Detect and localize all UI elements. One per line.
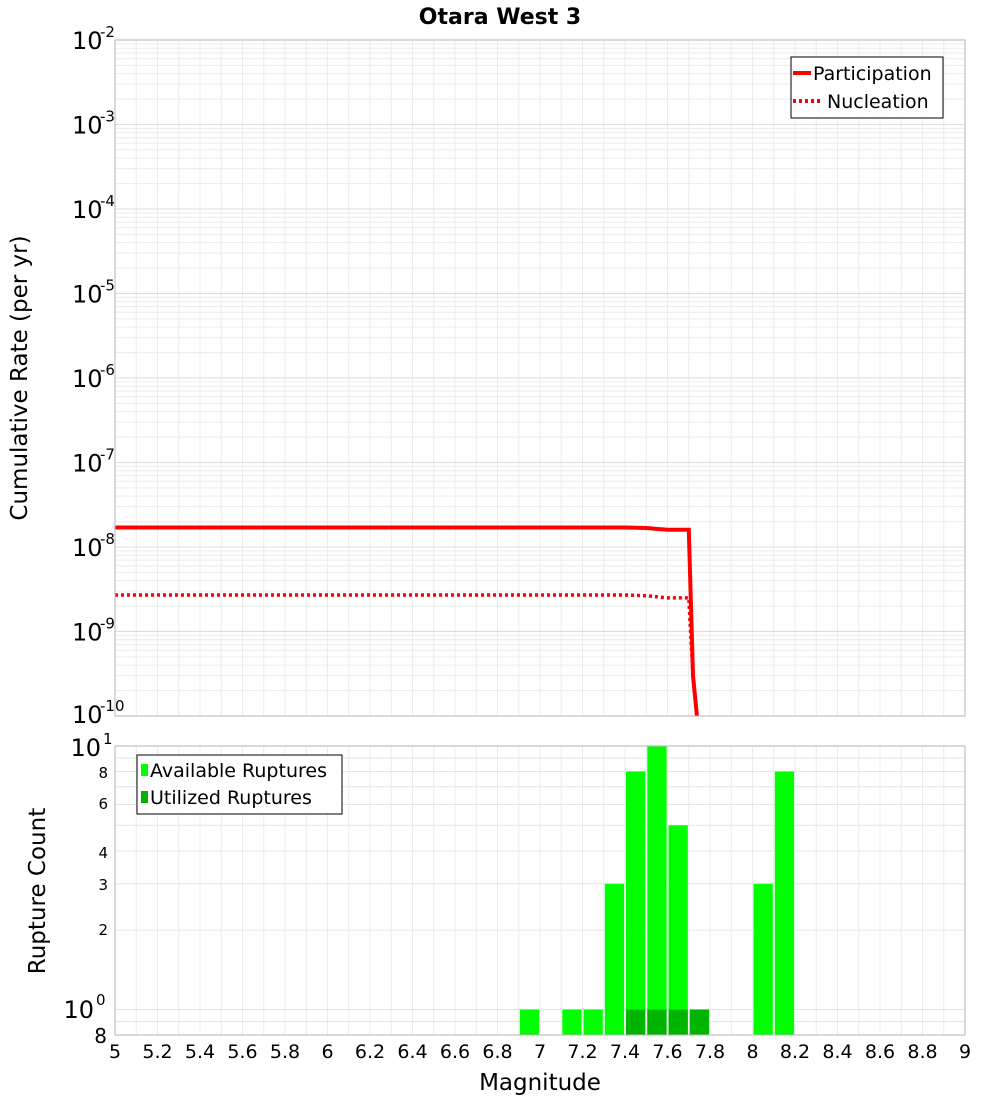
x-axis-label: Magnitude: [479, 1070, 601, 1096]
x-tick-label: 7.8: [695, 1041, 725, 1063]
x-tick-label: 7.2: [567, 1041, 597, 1063]
bottom-legend: Available Ruptures Utilized Ruptures: [136, 754, 343, 815]
bottom-legend-box: [136, 754, 343, 815]
top-y-tick-label: 10: [72, 701, 103, 729]
x-tick-label: 6.2: [355, 1041, 385, 1063]
top-y-tick-exponent: -4: [100, 192, 115, 210]
y-tick-label-8-bottom: 8: [94, 1024, 107, 1048]
bottom-y-axis-label: Rupture Count: [25, 808, 51, 974]
top-plot-grid: [114, 40, 966, 717]
legend-utilized-label: Utilized Ruptures: [150, 787, 312, 809]
x-tick-label: 5.2: [142, 1041, 172, 1063]
x-tick-label: 7.4: [610, 1041, 640, 1063]
bar-available: [647, 746, 667, 1035]
x-tick-label: 8.4: [822, 1041, 852, 1063]
y-tick-label-3: 3: [98, 876, 108, 894]
x-tick-label: 8.2: [780, 1041, 810, 1063]
top-y-axis-label: Cumulative Rate (per yr): [7, 235, 33, 520]
top-legend-box: [790, 56, 944, 119]
x-tick-label: 6: [321, 1041, 333, 1063]
top-legend: Participation Nucleation: [790, 56, 944, 119]
bottom-plot-x-ticks: 5 5.2 5.4 5.6 5.8 6 6.2 6.4 6.6 6.8 7 7.2 7.4 7.6 7.8 8…: [109, 1041, 971, 1063]
top-y-tick-exponent: -7: [100, 446, 115, 464]
x-tick-label: 8.8: [907, 1041, 937, 1063]
top-y-tick-label: 10: [72, 534, 103, 562]
x-tick-label: 7: [534, 1041, 546, 1063]
legend-available-label: Available Ruptures: [150, 760, 327, 782]
top-plot-frame: [114, 39, 966, 717]
top-y-tick-label: 10: [72, 450, 103, 478]
top-y-tick-label: 10: [72, 27, 103, 55]
x-tick-label: 8: [746, 1041, 758, 1063]
bar-utilized: [626, 1009, 646, 1035]
y-tick-label-4: 4: [98, 844, 108, 862]
legend-available-swatch: [141, 764, 148, 776]
x-tick-label: 5.6: [227, 1041, 257, 1063]
x-tick-label: 8.6: [865, 1041, 895, 1063]
y-tick-label-6: 6: [98, 795, 108, 813]
top-y-tick-label: 10: [72, 112, 103, 140]
bar-available: [583, 1009, 603, 1035]
bar-available: [774, 771, 795, 1035]
y-tick-exponent-0: 0: [96, 991, 106, 1009]
bar-available: [562, 1009, 582, 1035]
top-y-tick-exponent: -10: [100, 697, 125, 715]
x-tick-label: 7.6: [652, 1041, 682, 1063]
top-y-tick-exponent: -2: [100, 23, 115, 41]
top-plot: 10-210-310-410-510-610-710-810-910-10 Cu…: [7, 23, 966, 729]
y-tick-label-10-top: 10: [70, 734, 101, 762]
x-tick-label: 6.6: [440, 1041, 470, 1063]
top-y-tick-label: 10: [72, 281, 103, 309]
bar-utilized: [689, 1009, 710, 1035]
top-y-tick-exponent: -3: [100, 108, 115, 126]
x-tick-label: 5: [109, 1041, 121, 1063]
bottom-y-ticks: 10 1 8 6 4 3 2 10 0 8: [63, 730, 112, 1048]
chart-title: Otara West 3: [419, 5, 581, 30]
bottom-plot-bars: [519, 746, 795, 1035]
top-plot-series: [115, 525, 699, 716]
x-tick-label: 6.4: [397, 1041, 427, 1063]
top-y-tick-exponent: -6: [100, 361, 115, 379]
bar-utilized: [647, 1009, 667, 1035]
bar-utilized: [668, 1009, 688, 1035]
bottom-plot-frame: [114, 745, 966, 1036]
top-y-tick-label: 10: [72, 365, 103, 393]
bar-available: [753, 883, 773, 1035]
legend-utilized-swatch: [141, 791, 148, 803]
x-tick-label: 6.8: [482, 1041, 512, 1063]
x-tick-label: 5.8: [270, 1041, 300, 1063]
x-tick-label: 5.4: [185, 1041, 215, 1063]
y-tick-exponent-1: 1: [103, 730, 113, 748]
x-tick-label: 9: [959, 1041, 971, 1063]
bar-available: [519, 1009, 540, 1035]
legend-nucleation-label: Nucleation: [827, 91, 929, 113]
y-tick-label-8-top: 8: [98, 764, 108, 782]
top-y-tick-label: 10: [72, 619, 103, 647]
legend-participation-label: Participation: [813, 63, 932, 85]
top-y-tick-exponent: -9: [100, 615, 115, 633]
top-plot-y-ticks: 10-210-310-410-510-610-710-810-910-10: [72, 23, 125, 729]
bar-available: [604, 883, 625, 1035]
bar-available: [668, 825, 688, 1035]
top-y-tick-label: 10: [72, 196, 103, 224]
top-y-tick-exponent: -8: [100, 530, 115, 548]
y-tick-label-2: 2: [98, 921, 108, 939]
series-participation-line: [115, 525, 699, 716]
bar-available: [626, 771, 646, 1035]
top-y-tick-exponent: -5: [100, 277, 115, 295]
series-nucleation-line: [115, 593, 699, 716]
y-tick-label-10-bottom: 10: [63, 996, 94, 1024]
bottom-plot: 10 1 8 6 4 3 2 10 0 8 5 5.2 5.4 5.6 5.8 6 6.2 6…: [25, 730, 971, 1096]
